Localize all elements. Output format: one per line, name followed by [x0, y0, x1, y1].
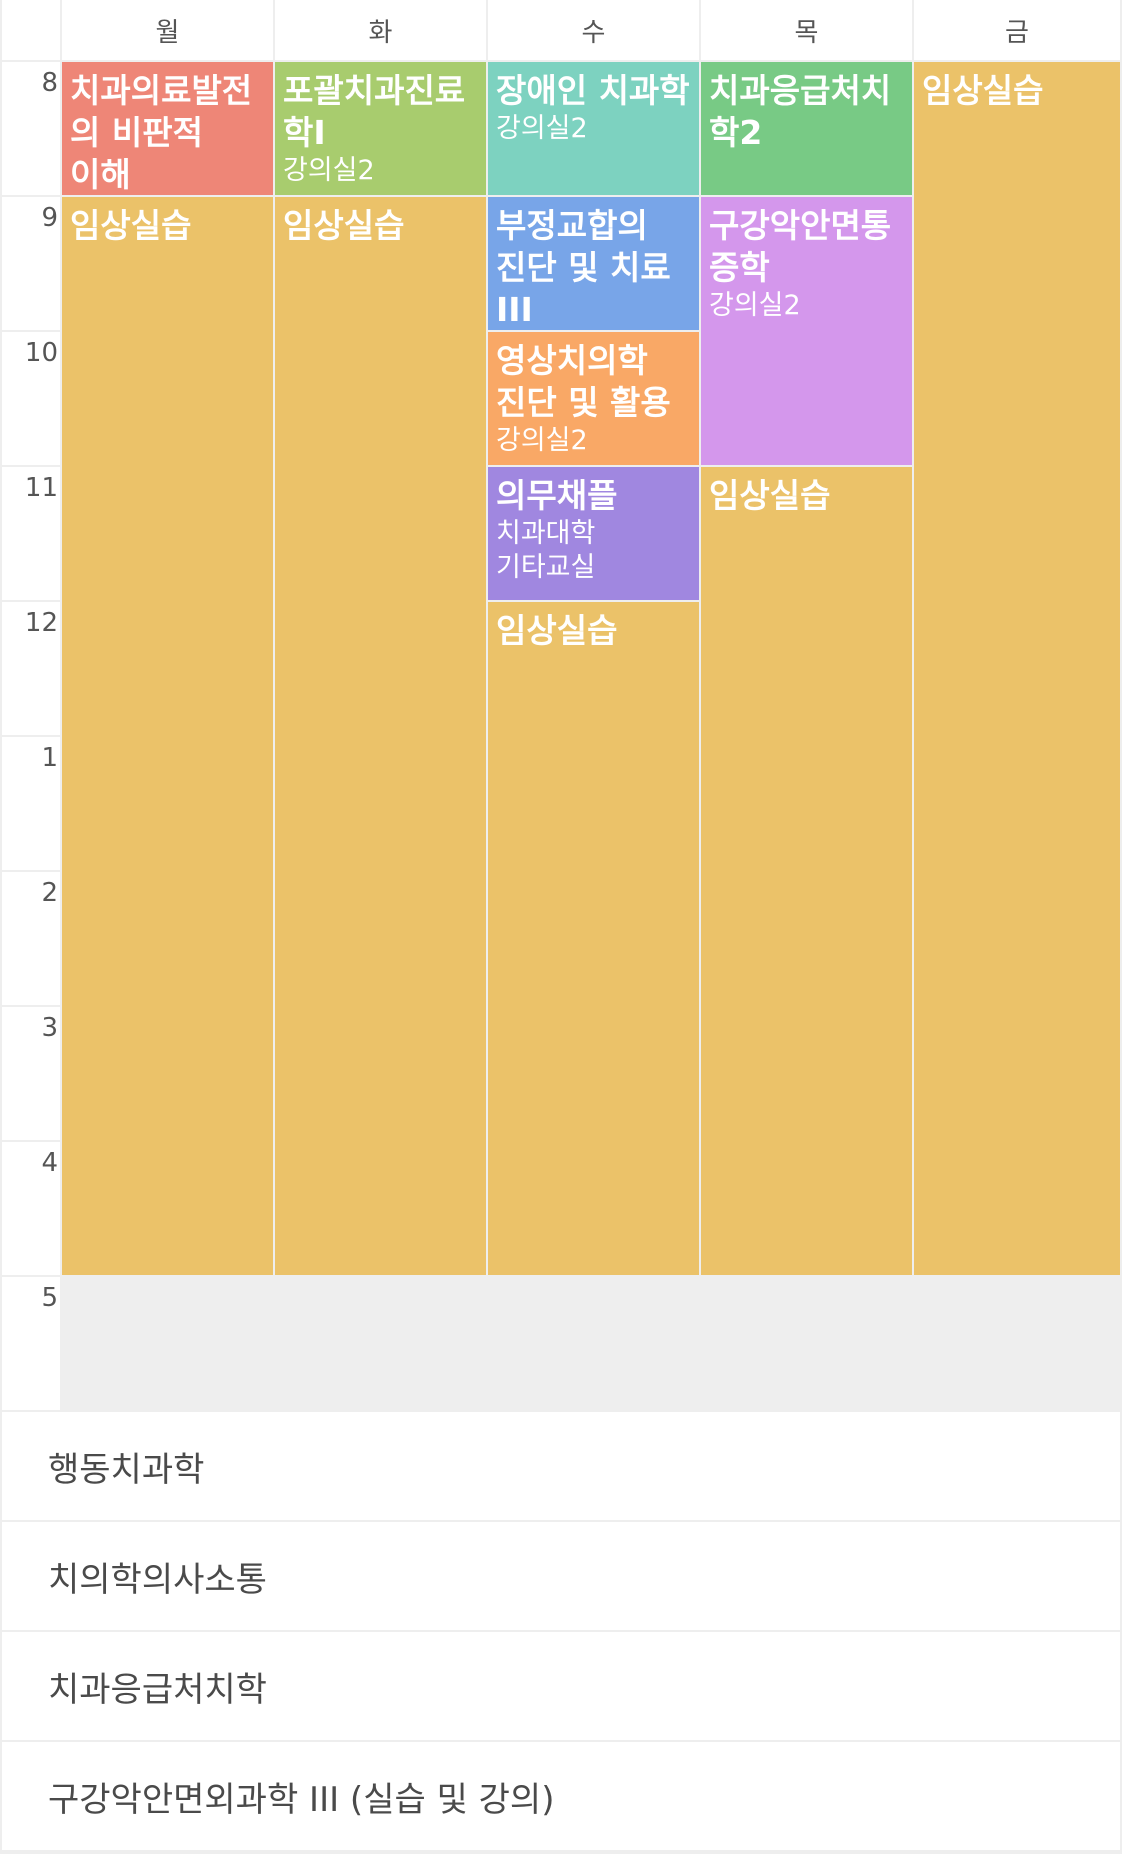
course-block[interactable]: 임상실습 — [914, 62, 1120, 1275]
course-room: 강의실2 — [496, 425, 588, 456]
hour-cell — [2, 197, 60, 330]
course-title: 구강악안면통증학 — [709, 206, 892, 287]
course-block[interactable]: 치과의료발전의 비판적 이해 — [62, 62, 273, 195]
course-title: 임상실습 — [496, 611, 618, 650]
day-header: 금 — [914, 0, 1120, 60]
course-title: 포괄치과진료학I — [283, 71, 466, 152]
extra-course-item[interactable]: 행동치과학 — [2, 1412, 1120, 1520]
hour-cell — [2, 62, 60, 195]
hour-label: 10 — [24, 338, 58, 368]
course-title: 영상치의학 진단 및 활용 — [496, 341, 671, 422]
extra-course-item[interactable]: 치의학의사소통 — [2, 1522, 1120, 1630]
course-title: 의무채플 — [496, 476, 618, 515]
extra-course-label: 치과응급처치학 — [48, 1669, 267, 1710]
hour-label: 2 — [41, 878, 58, 908]
course-room: 치과대학 기타교실 — [496, 518, 596, 583]
hour-cell — [2, 467, 60, 600]
course-room: 강의실2 — [709, 290, 801, 321]
extra-course-label: 치의학의사소통 — [48, 1559, 267, 1600]
hour-cell — [2, 602, 60, 735]
hour-cell — [2, 1007, 60, 1140]
course-room: 강의실2 — [496, 113, 588, 144]
course-title: 임상실습 — [709, 476, 831, 515]
course-title: 부정교합의 진단 및 치료 III — [496, 206, 671, 329]
hour-label: 3 — [41, 1013, 58, 1043]
day-header: 수 — [488, 0, 699, 60]
course-title: 장애인 치과학 — [496, 71, 690, 110]
course-room: 강의실2 — [283, 155, 375, 186]
hour-cell — [2, 1277, 60, 1410]
hour-label: 8 — [41, 68, 58, 98]
course-block[interactable]: 부정교합의 진단 및 치료 III강의실2 — [488, 197, 699, 330]
hour-label: 9 — [41, 203, 58, 233]
course-block[interactable]: 의무채플 치과대학 기타교실 — [488, 467, 699, 600]
course-block[interactable]: 임상실습 — [488, 602, 699, 1275]
day-header: 월 — [62, 0, 273, 60]
day-header: 목 — [701, 0, 912, 60]
course-title: 치과응급처치학2 — [709, 71, 892, 152]
hour-cell — [2, 1142, 60, 1275]
hour-label: 11 — [24, 473, 58, 503]
course-title: 임상실습 — [70, 206, 192, 245]
hour-label: 4 — [41, 1148, 58, 1178]
course-title: 치과의료발전의 비판적 이해 — [70, 71, 253, 194]
course-block[interactable]: 영상치의학 진단 및 활용 강의실2 — [488, 332, 699, 465]
course-block[interactable]: 임상실습 — [701, 467, 912, 1275]
course-title: 임상실습 — [283, 206, 405, 245]
course-block[interactable]: 임상실습 — [62, 197, 273, 1275]
course-block[interactable]: 장애인 치과학 강의실2 — [488, 62, 699, 195]
course-block[interactable]: 포괄치과진료학I 강의실2 — [275, 62, 486, 195]
course-block[interactable]: 구강악안면통증학 강의실2 — [701, 197, 912, 465]
corner-cell — [2, 0, 60, 60]
extra-course-label: 구강악안면외과학 III (실습 및 강의) — [48, 1779, 555, 1820]
extra-course-item[interactable]: 치과응급처치학 — [2, 1632, 1120, 1740]
course-title: 임상실습 — [922, 71, 1044, 110]
course-block[interactable]: 임상실습 — [275, 197, 486, 1275]
hour-cell — [2, 737, 60, 870]
hour-label: 12 — [24, 608, 58, 638]
extra-course-label: 행동치과학 — [48, 1449, 205, 1490]
hour-label: 5 — [41, 1283, 58, 1313]
hour-cell — [2, 872, 60, 1005]
extra-course-item[interactable]: 구강악안면외과학 III (실습 및 강의) — [2, 1742, 1120, 1850]
hour-label: 1 — [41, 743, 58, 773]
day-header: 화 — [275, 0, 486, 60]
hour-cell — [2, 332, 60, 465]
course-block[interactable]: 치과응급처치학2 — [701, 62, 912, 195]
